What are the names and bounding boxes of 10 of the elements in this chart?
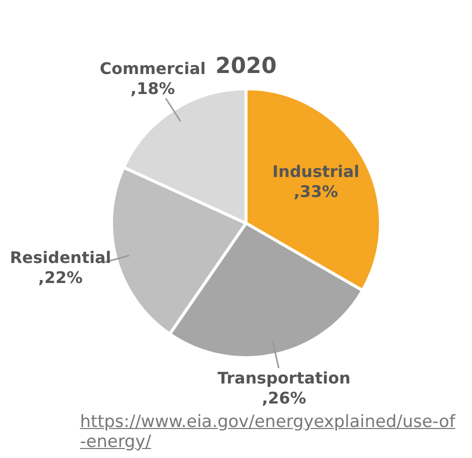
data-label: ,33% [294, 182, 338, 202]
slice-label: Residential [10, 248, 112, 267]
slice-label: Transportation [217, 368, 351, 388]
slice-label: Commercial [100, 58, 206, 78]
slice-label: Industrial [272, 162, 360, 182]
text: https://www.eia.gov/energyexplained/use-of-energy/ [80, 412, 456, 452]
data-label: ,22% [38, 268, 83, 287]
data-label: ,18% [130, 78, 175, 98]
chart-title: 2020 [215, 54, 277, 79]
data-label: ,26% [262, 388, 306, 408]
